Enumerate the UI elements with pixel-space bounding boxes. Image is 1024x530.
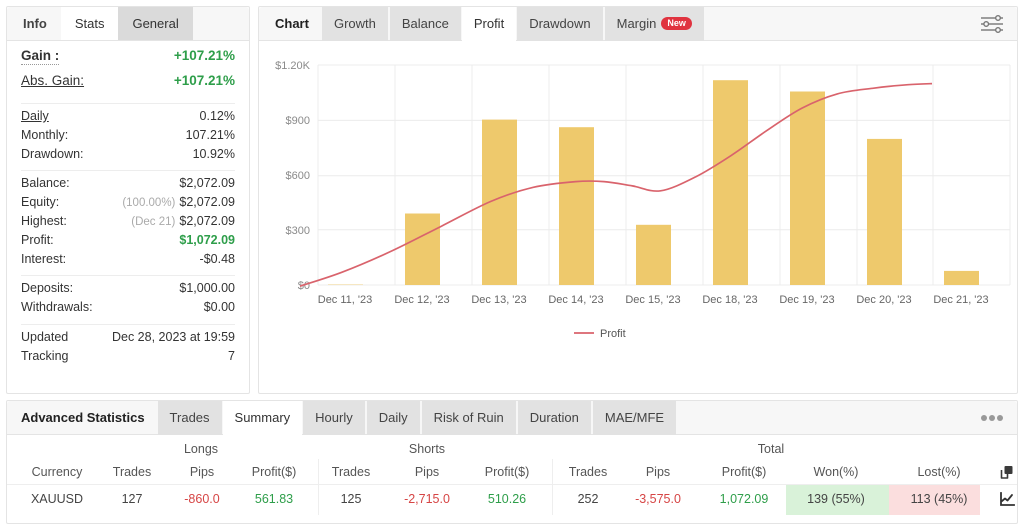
svg-text:$0: $0 — [298, 280, 310, 292]
svg-text:Dec 19, '23: Dec 19, '23 — [779, 294, 834, 306]
svg-text:Dec 13, '23: Dec 13, '23 — [471, 294, 526, 306]
svg-text:Profit: Profit — [600, 328, 626, 340]
svg-text:$900: $900 — [286, 115, 310, 127]
svg-text:$300: $300 — [286, 225, 310, 237]
svg-text:Dec 18, '23: Dec 18, '23 — [702, 294, 757, 306]
svg-text:Dec 11, '23: Dec 11, '23 — [318, 294, 372, 306]
svg-text:Dec 20, '23: Dec 20, '23 — [856, 294, 911, 306]
svg-text:$600: $600 — [286, 170, 310, 182]
svg-text:Dec 12, '23: Dec 12, '23 — [394, 294, 449, 306]
svg-text:Dec 15, '23: Dec 15, '23 — [625, 294, 680, 306]
svg-text:$1.20K: $1.20K — [275, 60, 311, 72]
svg-text:Dec 21, '23: Dec 21, '23 — [933, 294, 988, 306]
svg-text:Dec 14, '23: Dec 14, '23 — [548, 294, 603, 306]
